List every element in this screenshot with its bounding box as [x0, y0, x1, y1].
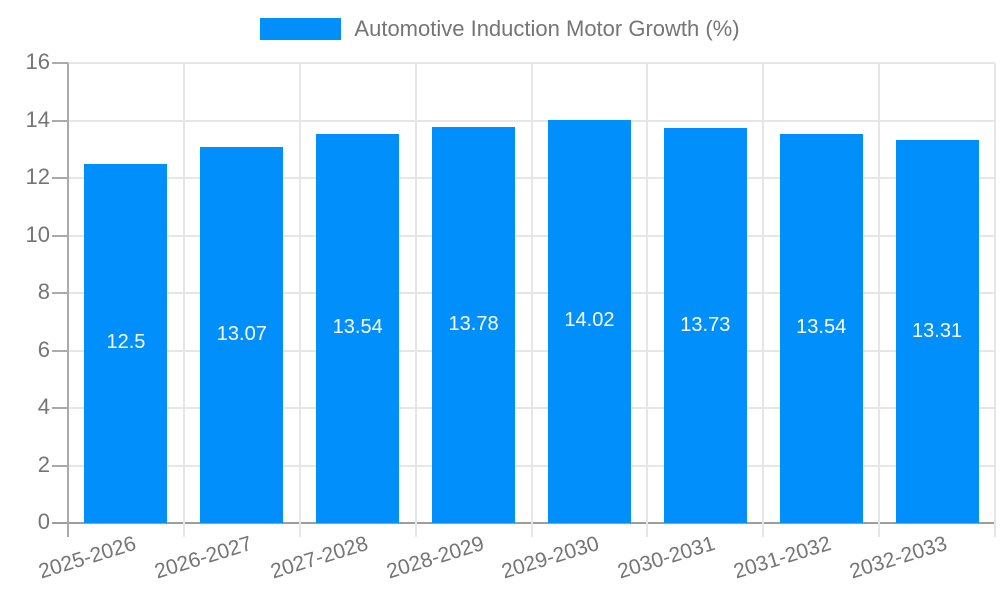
x-axis-label: 2030-2031 — [615, 532, 719, 584]
bar-value-label: 13.78 — [448, 312, 499, 335]
x-axis-tick — [414, 523, 417, 537]
bar[interactable] — [547, 119, 631, 523]
legend-label: Automotive Induction Motor Growth (%) — [354, 16, 740, 41]
bar-value-label: 13.73 — [680, 313, 731, 336]
x-axis-label: 2027-2028 — [267, 532, 371, 584]
bar[interactable] — [779, 133, 863, 523]
x-axis-tick — [878, 523, 881, 537]
bar[interactable] — [432, 126, 516, 523]
x-axis-label: 2028-2029 — [383, 532, 487, 584]
bar-value-label: 13.54 — [332, 316, 383, 339]
y-axis-tick — [52, 407, 68, 409]
x-axis-label: 2032-2033 — [847, 532, 950, 584]
x-axis-tick — [762, 523, 765, 537]
bar[interactable] — [200, 147, 284, 523]
x-axis-tick — [298, 523, 301, 537]
x-axis-tick — [994, 523, 996, 537]
y-axis-line — [67, 63, 69, 537]
x-axis-label: 2031-2032 — [731, 532, 834, 584]
y-axis-label: 10 — [25, 221, 50, 247]
y-axis-tick — [52, 119, 68, 122]
y-axis-tick — [52, 464, 68, 467]
bar[interactable] — [316, 133, 400, 523]
legend[interactable]: Automotive Induction Motor Growth (%) — [0, 18, 1000, 40]
x-gridline — [646, 63, 649, 523]
bar-value-label: 12.5 — [106, 331, 146, 354]
x-gridline — [762, 63, 765, 523]
bar-value-label: 13.54 — [796, 316, 847, 339]
bar[interactable] — [895, 140, 979, 523]
y-axis-tick — [52, 177, 68, 179]
y-axis-label: 4 — [37, 394, 50, 419]
bar[interactable] — [663, 128, 747, 523]
bar[interactable] — [84, 163, 168, 523]
x-gridline — [994, 63, 996, 523]
x-gridline — [182, 63, 185, 523]
y-axis-label: 16 — [25, 49, 50, 74]
y-axis-label: 0 — [37, 509, 50, 534]
x-axis-label: 2026-2027 — [151, 532, 255, 584]
y-axis-tick — [52, 234, 68, 237]
bar-value-label: 13.07 — [216, 323, 267, 346]
y-axis-tick — [52, 522, 68, 524]
y-axis-label: 12 — [25, 164, 50, 189]
y-axis-label: 6 — [37, 336, 50, 362]
y-axis-label: 14 — [25, 106, 50, 132]
y-axis-tick — [52, 349, 68, 352]
x-gridline — [414, 63, 417, 523]
bar-value-label: 14.02 — [564, 309, 615, 332]
y-axis-label: 8 — [37, 279, 50, 304]
x-gridline — [530, 63, 533, 523]
x-axis-label: 2025-2026 — [35, 532, 139, 584]
x-axis-label: 2029-2030 — [499, 532, 603, 584]
x-axis-tick — [646, 523, 649, 537]
y-axis-tick — [52, 62, 68, 64]
y-axis-tick — [52, 292, 68, 294]
x-axis-tick — [530, 523, 533, 537]
legend-swatch-icon — [260, 18, 342, 40]
x-gridline — [298, 63, 301, 523]
y-axis-label: 2 — [37, 451, 50, 477]
bar-value-label: 13.31 — [912, 319, 963, 342]
x-axis-tick — [182, 523, 185, 537]
x-gridline — [878, 63, 881, 523]
